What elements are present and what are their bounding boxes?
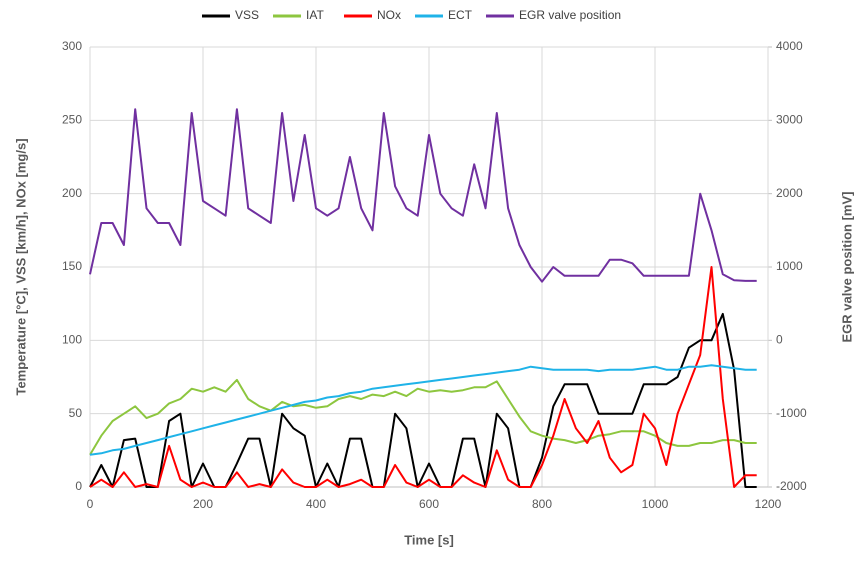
y2-axis-title: EGR valve position [mV]: [839, 192, 854, 343]
y2-tick-label: -1000: [776, 406, 807, 420]
y-axis-title: Temperature [°C], VSS [km/h], NOx [mg/s]: [13, 138, 28, 395]
legend-label: VSS: [235, 8, 259, 22]
x-tick-label: 400: [306, 497, 326, 511]
y-tick-label: 200: [62, 186, 82, 200]
x-tick-label: 0: [87, 497, 94, 511]
series-line: [89, 108, 757, 283]
y2-tick-label: 3000: [776, 113, 803, 127]
series-line: [89, 312, 757, 488]
legend-label: IAT: [306, 8, 324, 22]
y2-tick-label: -2000: [776, 479, 807, 493]
legend-label: ECT: [448, 8, 473, 22]
y2-tick-label: 2000: [776, 186, 803, 200]
legend-label: EGR valve position: [519, 8, 621, 22]
y-tick-label: 250: [62, 113, 82, 127]
x-tick-label: 200: [193, 497, 213, 511]
x-tick-label: 600: [419, 497, 439, 511]
y2-tick-label: 0: [776, 333, 783, 347]
y-tick-label: 100: [62, 333, 82, 347]
y-tick-label: 150: [62, 259, 82, 273]
x-tick-label: 1000: [642, 497, 669, 511]
x-tick-label: 1200: [755, 497, 782, 511]
y2-tick-label: 4000: [776, 39, 803, 53]
x-axis-title: Time [s]: [404, 532, 454, 547]
y-tick-label: 300: [62, 39, 82, 53]
y-tick-label: 50: [69, 406, 83, 420]
series-line: [89, 378, 757, 456]
y-tick-label: 0: [75, 479, 82, 493]
y2-tick-label: 1000: [776, 259, 803, 273]
series-line: [89, 364, 757, 456]
x-tick-label: 800: [532, 497, 552, 511]
legend-label: NOx: [377, 8, 401, 22]
series-line: [89, 266, 757, 488]
